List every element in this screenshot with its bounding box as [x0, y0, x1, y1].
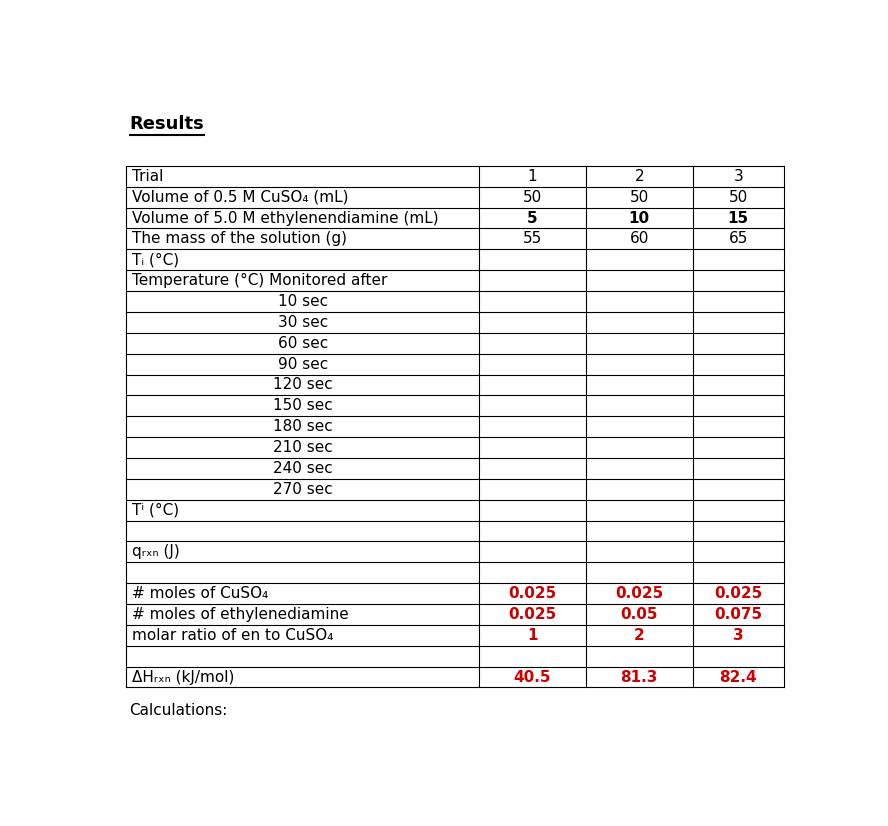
Text: Calculations:: Calculations:: [130, 704, 228, 719]
Text: 60 sec: 60 sec: [278, 335, 328, 351]
Text: 0.05: 0.05: [621, 607, 658, 622]
Text: 3: 3: [733, 628, 743, 643]
Text: 90 sec: 90 sec: [278, 357, 328, 372]
Text: Tᵢ (°C): Tᵢ (°C): [131, 252, 178, 268]
Text: 82.4: 82.4: [719, 670, 757, 685]
Text: Temperature (°C) Monitored after: Temperature (°C) Monitored after: [131, 273, 387, 288]
Text: Volume of 0.5 M CuSO₄ (mL): Volume of 0.5 M CuSO₄ (mL): [131, 190, 348, 205]
Text: 50: 50: [630, 190, 649, 205]
Text: 5: 5: [527, 211, 538, 225]
Text: Results: Results: [130, 115, 204, 133]
Text: 240 sec: 240 sec: [273, 461, 332, 476]
Text: 65: 65: [729, 231, 748, 246]
Text: 210 sec: 210 sec: [273, 440, 332, 455]
Text: 2: 2: [634, 628, 645, 643]
Text: qᵣₓₙ (J): qᵣₓₙ (J): [131, 544, 179, 559]
Text: 0.025: 0.025: [509, 607, 557, 622]
Text: 40.5: 40.5: [514, 670, 551, 685]
Text: 30 sec: 30 sec: [278, 315, 328, 330]
Text: Trial: Trial: [131, 169, 163, 184]
Text: 0.025: 0.025: [509, 586, 557, 601]
Text: 50: 50: [523, 190, 543, 205]
Text: Tⁱ (°C): Tⁱ (°C): [131, 502, 178, 518]
Text: 270 sec: 270 sec: [273, 482, 332, 496]
Text: 1: 1: [527, 628, 538, 643]
Text: 120 sec: 120 sec: [273, 377, 332, 392]
Text: 50: 50: [729, 190, 748, 205]
Text: 55: 55: [523, 231, 543, 246]
Text: Volume of 5.0 M ethylenendiamine (mL): Volume of 5.0 M ethylenendiamine (mL): [131, 211, 439, 225]
Text: 3: 3: [733, 169, 743, 184]
Text: 15: 15: [728, 211, 749, 225]
Text: 1: 1: [527, 169, 537, 184]
Text: # moles of ethylenediamine: # moles of ethylenediamine: [131, 607, 348, 622]
Text: 60: 60: [630, 231, 649, 246]
Text: 150 sec: 150 sec: [273, 398, 332, 413]
Text: # moles of CuSO₄: # moles of CuSO₄: [131, 586, 268, 601]
Text: 180 sec: 180 sec: [273, 419, 332, 434]
Text: 10: 10: [629, 211, 650, 225]
Text: 0.025: 0.025: [615, 586, 663, 601]
Text: 2: 2: [634, 169, 644, 184]
Text: The mass of the solution (g): The mass of the solution (g): [131, 231, 346, 246]
Text: molar ratio of en to CuSO₄: molar ratio of en to CuSO₄: [131, 628, 333, 643]
Text: 0.025: 0.025: [714, 586, 763, 601]
Text: 10 sec: 10 sec: [278, 294, 328, 309]
Text: 0.075: 0.075: [714, 607, 763, 622]
Text: ΔHᵣₓₙ (kJ/mol): ΔHᵣₓₙ (kJ/mol): [131, 670, 234, 685]
Text: 81.3: 81.3: [621, 670, 658, 685]
